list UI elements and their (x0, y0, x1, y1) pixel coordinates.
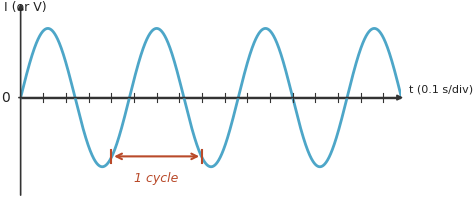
Text: 0: 0 (1, 91, 10, 105)
Text: t (0.1 s/div): t (0.1 s/div) (409, 84, 473, 94)
Text: 1 cycle: 1 cycle (135, 172, 179, 185)
Text: I (or V): I (or V) (4, 1, 47, 14)
